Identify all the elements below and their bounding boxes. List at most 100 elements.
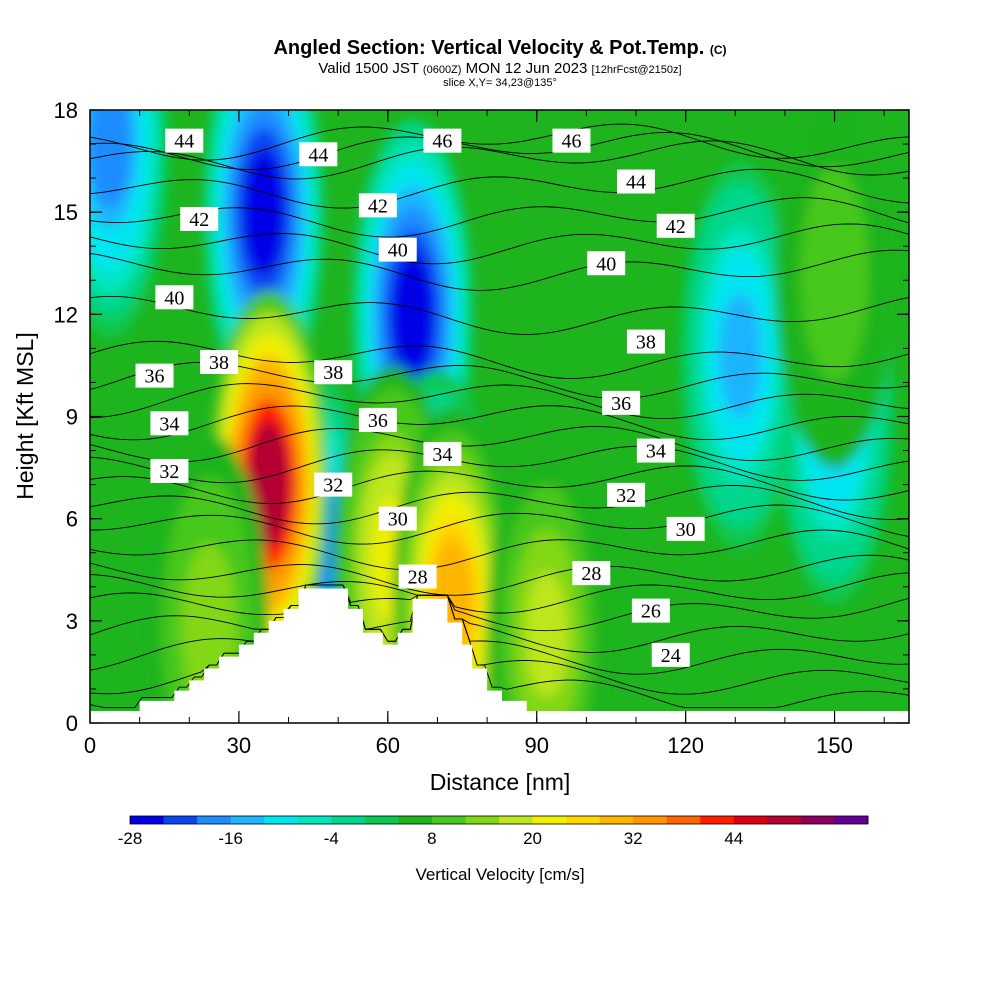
isentrope-label-text: 40 (388, 240, 408, 262)
isentrope-label-box (423, 128, 462, 153)
isentrope-label: 38 (626, 329, 665, 354)
isentrope-label-text: 26 (641, 601, 661, 623)
isentrope-line (90, 572, 909, 614)
isentrope-label-box (636, 438, 675, 463)
x-tick-label: 150 (816, 733, 853, 758)
isentrope-label: 32 (607, 482, 646, 507)
isentrope-label-box (607, 482, 646, 507)
isentrope-line (90, 168, 909, 209)
isentrope-line (90, 584, 909, 695)
colorbar-swatch (566, 816, 601, 824)
isentrope-label: 36 (358, 407, 397, 432)
colorbar-tick-label: 20 (523, 829, 542, 848)
isentrope-label-box (552, 128, 591, 153)
isentrope-label: 28 (572, 561, 611, 586)
downdraft-ring (391, 251, 434, 378)
isentrope-label-text: 42 (189, 209, 209, 231)
isentrope-label-box (165, 128, 204, 153)
isentrope-label-box (656, 213, 695, 238)
isentrope-label-text: 34 (646, 441, 666, 463)
updraft-4 (774, 110, 895, 468)
colorbar-swatch (666, 816, 701, 824)
colorbar: -28 -16 -4 8 20 32 44 (118, 815, 869, 848)
colorbar-swatch (733, 816, 768, 824)
isentrope-label: 44 (617, 169, 655, 194)
isentrope-line (90, 504, 909, 545)
isentrope-label: 46 (552, 128, 591, 153)
isentrope-label-text: 38 (323, 362, 343, 384)
isentrope-label-box (358, 407, 397, 432)
x-tick-label: 60 (376, 733, 400, 758)
isentrope-line (90, 445, 909, 484)
isentrope-line (90, 584, 909, 653)
isentrope-label-text: 44 (174, 131, 194, 153)
isentrope-label: 40 (587, 251, 626, 276)
isentrope-line (90, 140, 909, 180)
x-tick-label: 120 (667, 733, 704, 758)
colorbar-swatch (264, 816, 299, 824)
colorbar-tick-label: -16 (218, 829, 243, 848)
isentrope-label-text: 46 (432, 131, 452, 153)
isentrope-label: 34 (636, 438, 675, 463)
x-tick-label: 0 (84, 733, 96, 758)
isentrope-label: 36 (135, 363, 174, 388)
valid-prefix: Valid 1500 JST (318, 60, 419, 77)
isentrope-label-box (398, 564, 437, 589)
colorbar-tick-label: 8 (427, 829, 436, 848)
isentrope-label: 38 (200, 350, 239, 375)
title-block: Angled Section: Vertical Velocity & Pot.… (0, 36, 1000, 89)
isentrope-label-text: 28 (581, 563, 601, 585)
colorbar-swatch (197, 816, 232, 824)
isentrope-line (90, 54, 909, 88)
valid-time: Valid 1500 JST (0600Z) MON 12 Jun 2023 [… (0, 60, 1000, 77)
isentrope-label: 32 (314, 472, 353, 497)
colorbar-swatch (230, 816, 265, 824)
isentrope-label-box (180, 206, 219, 231)
isentrope-line (90, 123, 909, 161)
isentrope-label-text: 34 (432, 444, 452, 466)
isentrope-label: 36 (602, 390, 641, 415)
velocity-field (90, 110, 895, 723)
isentrope-line (90, 383, 909, 420)
colorbar-swatch (834, 816, 869, 824)
isentrope-label-text: 34 (159, 413, 179, 435)
colorbar-frame (129, 815, 869, 825)
isentrope-label: 32 (150, 458, 189, 483)
colorbar-swatch (499, 816, 534, 824)
isentrope-label-box (358, 193, 397, 218)
isentrope-label-text: 40 (164, 287, 184, 309)
isentrope-label: 46 (423, 128, 462, 153)
isentrope-label: 44 (165, 128, 204, 153)
isentrope-label: 24 (651, 642, 690, 667)
colorbar-tick-label: 44 (724, 829, 743, 848)
isentrope-label-box (200, 350, 239, 375)
isentrope-label-text: 38 (636, 332, 656, 354)
isentrope-label-box (423, 441, 462, 466)
y-axis-label: Height [Kft MSL] (12, 332, 38, 499)
isentrope-label-text: 40 (596, 253, 616, 275)
isentrope-label-text: 44 (308, 144, 328, 166)
y-tick-label: 6 (66, 507, 78, 532)
isentrope-label: 34 (150, 411, 189, 436)
isentrope-label: 40 (378, 237, 417, 262)
isentrope-label-box (378, 506, 417, 531)
isentrope-label-text: 46 (561, 131, 581, 153)
x-tick-label: 30 (227, 733, 251, 758)
isentrope-label-box (572, 561, 611, 586)
isentrope-label-text: 38 (209, 352, 229, 374)
isentrope-label-box (666, 516, 705, 541)
x-tick-label: 90 (524, 733, 548, 758)
slice-info: slice X,Y= 34,23@135° (443, 77, 557, 89)
downdraft-6 (680, 161, 800, 550)
isentrope-label-box (626, 329, 665, 354)
isentrope-label-box (378, 237, 417, 262)
colorbar-swatch (700, 816, 735, 824)
terrain-mask (90, 588, 909, 723)
colorbar-title: Vertical Velocity [cm/s] (415, 865, 584, 884)
isentrope-label: 30 (666, 516, 705, 541)
updraft-3 (487, 440, 607, 723)
isentrope-line (90, 295, 909, 335)
colorbar-swatch (163, 816, 198, 824)
